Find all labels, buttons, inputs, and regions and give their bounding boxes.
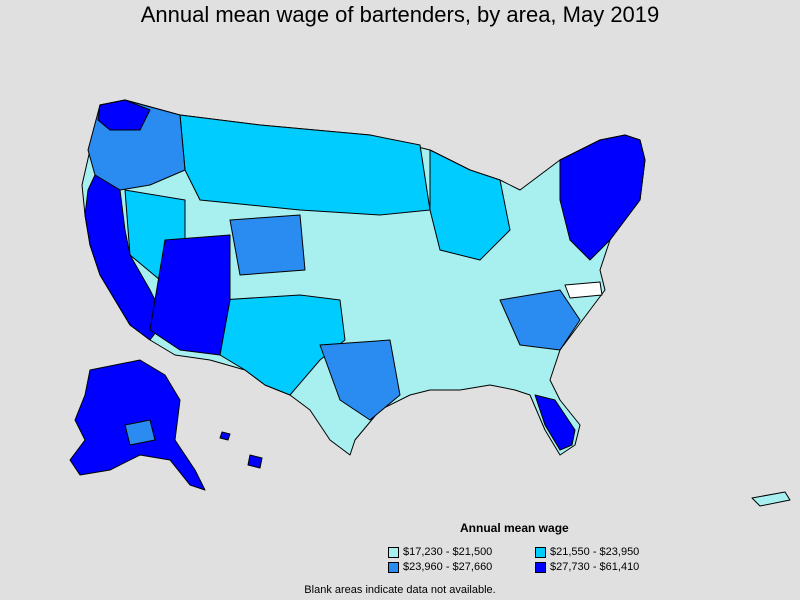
legend-item-4: $27,730 - $61,410 xyxy=(535,561,639,573)
northern-plains-region xyxy=(179,114,431,216)
puerto-rico-region xyxy=(751,491,791,507)
legend-item-2: $21,550 - $23,950 xyxy=(535,546,639,558)
legend-label-2: $21,550 - $23,950 xyxy=(550,546,640,558)
legend-label-3: $23,960 - $27,660 xyxy=(403,561,493,573)
midwest-mixed-region xyxy=(429,149,511,261)
hawaii-region xyxy=(247,454,263,469)
legend-swatch-4 xyxy=(535,561,546,573)
legend-swatch-3 xyxy=(388,561,399,573)
southwest-region xyxy=(149,234,231,356)
alaska-south-region xyxy=(124,419,156,446)
texas-metro-region xyxy=(319,339,401,421)
legend-swatch-1 xyxy=(388,546,399,558)
legend-item-1: $17,230 - $21,500 xyxy=(388,546,492,558)
florida-region xyxy=(534,394,576,451)
blank-area xyxy=(564,281,603,299)
legend-title: Annual mean wage xyxy=(460,521,569,535)
blank-areas-note: Blank areas indicate data not available. xyxy=(304,584,496,596)
west-coast-region xyxy=(84,174,166,341)
legend-label-1: $17,230 - $21,500 xyxy=(403,546,493,558)
washington-region xyxy=(97,99,151,131)
legend-swatch-2 xyxy=(535,546,546,558)
northeast-region xyxy=(559,134,646,261)
southern-plains-region xyxy=(219,294,346,396)
legend-item-3: $23,960 - $27,660 xyxy=(388,561,492,573)
hawaii-small-island xyxy=(219,431,231,441)
map-title: Annual mean wage of bartenders, by area,… xyxy=(140,2,660,27)
colorado-region xyxy=(229,214,306,276)
legend-label-4: $27,730 - $61,410 xyxy=(550,561,640,573)
southeast-mixed-region xyxy=(499,289,581,351)
